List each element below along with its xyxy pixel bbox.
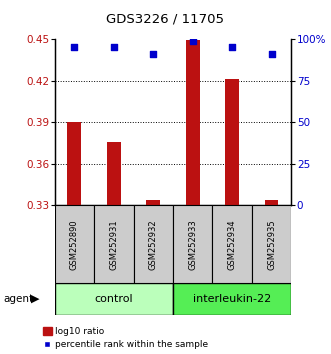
FancyBboxPatch shape <box>213 205 252 283</box>
Point <box>269 51 274 57</box>
Text: interleukin-22: interleukin-22 <box>193 294 271 304</box>
Point <box>111 45 117 50</box>
Text: GSM252890: GSM252890 <box>70 219 79 270</box>
Text: agent: agent <box>3 294 33 304</box>
Text: ▶: ▶ <box>31 294 40 304</box>
Point <box>72 45 77 50</box>
Bar <box>265 200 278 205</box>
Legend: log10 ratio, percentile rank within the sample: log10 ratio, percentile rank within the … <box>43 327 208 349</box>
FancyBboxPatch shape <box>94 205 133 283</box>
FancyBboxPatch shape <box>252 205 291 283</box>
Text: GSM252932: GSM252932 <box>149 219 158 270</box>
Text: GSM252935: GSM252935 <box>267 219 276 270</box>
Text: GDS3226 / 11705: GDS3226 / 11705 <box>107 12 224 25</box>
Point <box>229 45 235 50</box>
FancyBboxPatch shape <box>55 283 173 315</box>
Bar <box>225 79 239 205</box>
FancyBboxPatch shape <box>133 205 173 283</box>
Point <box>151 51 156 57</box>
FancyBboxPatch shape <box>55 205 94 283</box>
Bar <box>107 142 121 205</box>
Text: control: control <box>94 294 133 304</box>
Bar <box>68 122 81 205</box>
Bar <box>146 200 160 205</box>
FancyBboxPatch shape <box>173 283 291 315</box>
Text: GSM252934: GSM252934 <box>228 219 237 270</box>
Text: GSM252931: GSM252931 <box>109 219 118 270</box>
Text: GSM252933: GSM252933 <box>188 219 197 270</box>
Point <box>190 38 195 44</box>
FancyBboxPatch shape <box>173 205 213 283</box>
Bar <box>186 40 200 205</box>
